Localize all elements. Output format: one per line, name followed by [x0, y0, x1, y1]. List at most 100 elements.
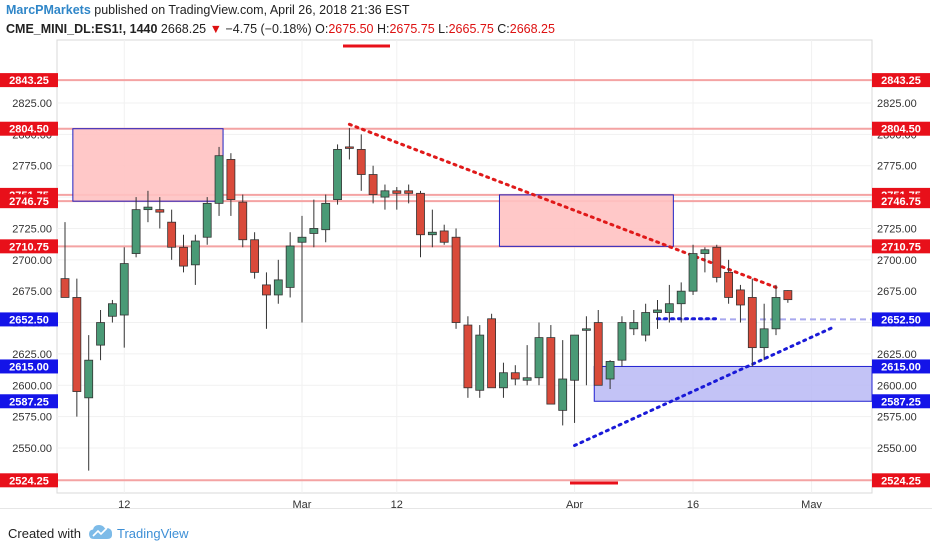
candle-body — [463, 324, 473, 389]
level-badge-text-left: 2746.75 — [9, 196, 49, 208]
plot-frame — [56, 39, 873, 494]
high-value: 2675.75 — [389, 22, 435, 36]
level-badge-text-right: 2615.00 — [881, 361, 921, 373]
candle-body — [96, 322, 105, 346]
candle-body — [605, 361, 615, 380]
level-badge-text-left: 2710.75 — [9, 241, 49, 253]
candle-body — [285, 245, 295, 288]
candle-body — [712, 246, 722, 278]
candle-body — [273, 279, 283, 296]
candle-body — [226, 159, 236, 200]
candle-body — [119, 263, 129, 316]
candle-body — [759, 328, 769, 349]
candle-body — [427, 231, 437, 236]
candle-body — [333, 149, 342, 201]
level-badge-right — [872, 194, 930, 209]
symbol-label: CME_MINI_DL:ES1!, 1440 — [6, 22, 158, 36]
level-badge-text-left: 2843.25 — [9, 75, 49, 87]
author-name[interactable]: MarcPMarkets — [6, 3, 91, 17]
level-badge-right — [872, 394, 930, 409]
y-tick-label-right: 2550.00 — [877, 443, 917, 455]
candle-body — [534, 337, 544, 379]
candle-body — [451, 236, 461, 323]
level-badge-right — [872, 312, 930, 327]
candle-body — [700, 249, 710, 254]
level-badge-left — [0, 121, 58, 136]
y-tick-label-right: 2600.00 — [877, 380, 917, 392]
level-badge-right — [872, 121, 930, 136]
candle-body — [676, 290, 686, 305]
footer: Created with TradingView — [0, 508, 932, 551]
y-tick-label-left: 2725.00 — [12, 223, 52, 235]
candle-body — [558, 378, 568, 411]
level-badge-left — [0, 194, 58, 209]
candle-body — [593, 322, 603, 386]
candle-body — [72, 297, 82, 392]
y-tick-label-left: 2700.00 — [12, 255, 52, 267]
ohlc-legend: CME_MINI_DL:ES1!, 1440 2668.25 ▼ −4.75 (… — [6, 22, 555, 36]
candle-body — [143, 206, 153, 211]
level-badge-text-right: 2710.75 — [881, 241, 921, 253]
candle-body — [84, 359, 94, 399]
candle-body — [653, 309, 662, 313]
x-tick-label: 12 — [391, 499, 403, 508]
candle-body — [155, 209, 165, 213]
level-badge-right — [872, 239, 930, 254]
y-tick-label-right: 2625.00 — [877, 349, 917, 361]
resistance-zone — [498, 194, 674, 247]
level-badge-left — [0, 359, 58, 374]
level-badge-text-right: 2843.25 — [881, 75, 921, 87]
open-label: O: — [315, 22, 329, 36]
y-tick-label-right: 2825.00 — [877, 98, 917, 110]
candle-body — [582, 328, 591, 331]
x-tick-label: Apr — [566, 499, 583, 508]
candle-body — [771, 297, 781, 330]
candle-body — [179, 246, 188, 267]
candle-body — [368, 174, 378, 195]
support-trendline — [573, 324, 837, 447]
close-label: C: — [497, 22, 510, 36]
candle-body — [570, 334, 579, 381]
level-badge-right — [872, 359, 930, 374]
published-text: published on TradingView.com, April 26, … — [94, 3, 410, 17]
tradingview-cloud-icon — [89, 525, 113, 539]
tradingview-brand[interactable]: TradingView — [117, 526, 189, 541]
candle-body — [190, 240, 200, 266]
candle-body — [309, 228, 319, 234]
level-badge-right — [872, 73, 930, 88]
y-tick-label-left: 2600.00 — [12, 380, 52, 392]
y-tick-label-left: 2575.00 — [12, 412, 52, 424]
candle-body — [344, 146, 354, 149]
level-badge-text-right: 2652.50 — [881, 314, 921, 326]
candle-body — [487, 318, 497, 389]
x-tick-label: May — [801, 499, 822, 508]
y-tick-label-left: 2825.00 — [12, 98, 52, 110]
level-badge-text-right: 2804.50 — [881, 124, 921, 136]
level-badge-text-right: 2524.25 — [881, 475, 921, 487]
candle-body — [629, 322, 639, 330]
open-value: 2675.50 — [328, 22, 374, 36]
low-value: 2665.75 — [448, 22, 494, 36]
candle-body — [108, 303, 117, 317]
candle-body — [404, 190, 414, 194]
level-badge-text-left: 2615.00 — [9, 361, 49, 373]
price-chart[interactable]: 2550.00 2550.00 2575.00 2575.00 2600.00 2600.… — [0, 0, 932, 508]
candle-body — [356, 149, 366, 175]
price-change: −4.75 (−0.18%) — [225, 22, 312, 36]
x-tick-label: Mar — [293, 499, 312, 508]
candle-body — [392, 190, 402, 194]
x-tick-label: 16 — [687, 499, 699, 508]
y-tick-label-left: 2625.00 — [12, 349, 52, 361]
last-price: 2668.25 — [160, 22, 207, 36]
candle-body — [688, 253, 698, 292]
candle-body — [416, 192, 425, 236]
candle-body — [250, 239, 260, 273]
high-label: H: — [376, 22, 390, 36]
y-tick-label-left: 2675.00 — [12, 286, 52, 298]
level-badge-left — [0, 239, 58, 254]
created-with-text: Created with — [8, 526, 81, 541]
candle-body — [664, 303, 674, 313]
y-tick-label-left: 2775.00 — [12, 161, 52, 173]
resistance-trendline — [347, 122, 778, 289]
level-badge-text-right: 2587.25 — [881, 396, 921, 408]
